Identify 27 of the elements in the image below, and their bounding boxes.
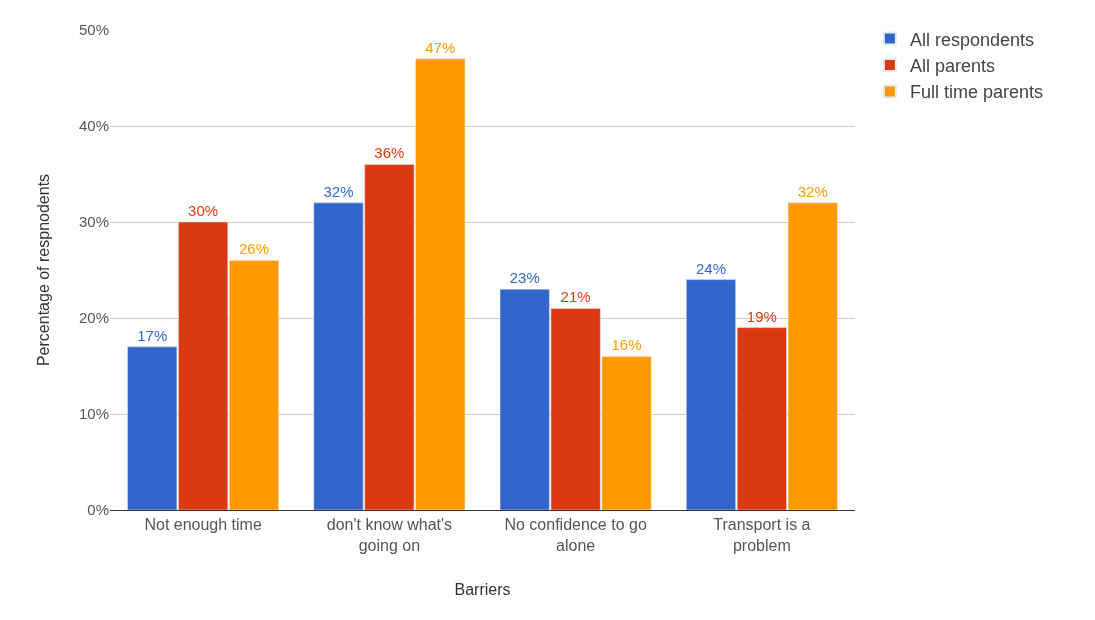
legend-label: All respondents: [909, 29, 1034, 50]
data-label: 32%: [323, 182, 354, 200]
data-label: 30%: [188, 202, 219, 219]
y-tick-label: 10%: [78, 405, 109, 423]
data-label: 21%: [560, 288, 591, 306]
x-tick-label: don't know what's going on: [326, 516, 453, 554]
data-label: 36%: [374, 144, 405, 162]
y-tick-label: 40%: [78, 117, 109, 135]
y-axis-title: Percentage of respnodents: [34, 173, 52, 367]
legend-label: All parents: [909, 56, 995, 77]
legend-label: Full time parents: [909, 82, 1043, 103]
data-label: 24%: [695, 259, 726, 277]
data-label: 23%: [509, 269, 540, 287]
data-label: 16%: [611, 336, 642, 354]
x-axis-title: Barriers: [454, 580, 511, 598]
y-tick-label: 30%: [78, 213, 109, 231]
y-tick-label: 0%: [87, 501, 109, 519]
x-tick-label: No confidence to go alone: [504, 516, 647, 554]
data-label: 32%: [797, 182, 828, 200]
x-tick-label: Transport is a problem: [713, 516, 811, 554]
data-label: 47%: [425, 38, 456, 56]
y-tick-label: 20%: [78, 309, 109, 327]
data-label: 19%: [746, 307, 777, 325]
y-tick-label: 50%: [78, 21, 109, 39]
data-label: 17%: [137, 326, 168, 344]
data-label: 26%: [239, 240, 270, 258]
x-tick-label: Not enough time: [144, 516, 262, 534]
